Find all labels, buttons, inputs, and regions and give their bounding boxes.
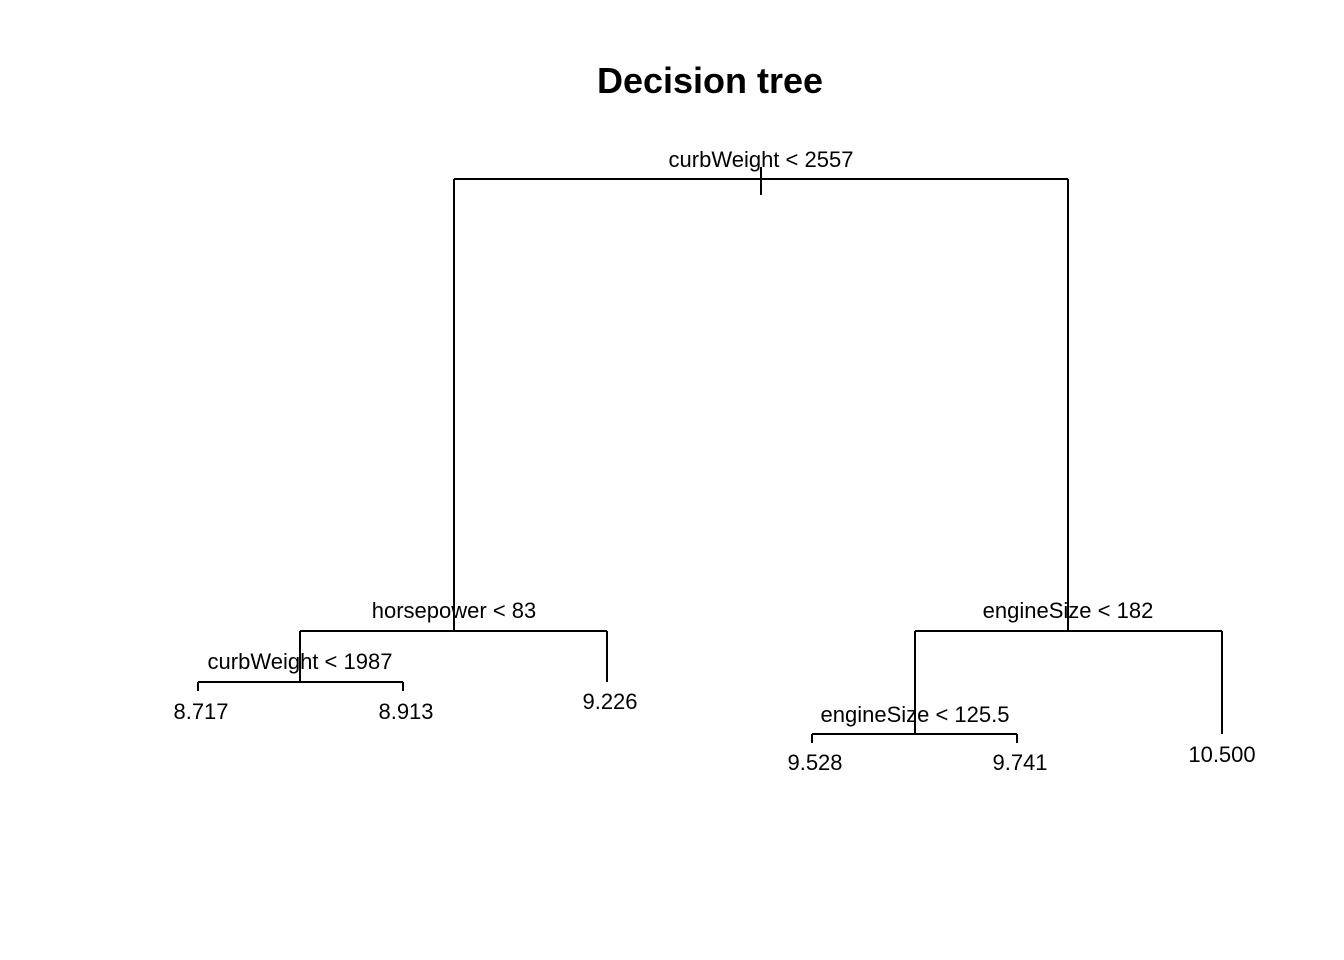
leaf-label-2: 8.913 [378, 699, 433, 724]
leaf-label-6: 10.500 [1188, 742, 1255, 767]
split-label-curbweight-1987: curbWeight < 1987 [208, 649, 393, 674]
chart-title: Decision tree [597, 60, 823, 101]
leaf-label-5: 9.741 [992, 750, 1047, 775]
leaf-label-4: 9.528 [787, 750, 842, 775]
split-label-horsepower: horsepower < 83 [372, 598, 537, 623]
leaf-label-1: 8.717 [173, 699, 228, 724]
leaf-label-3: 9.226 [582, 689, 637, 714]
split-label-enginesize-182: engineSize < 182 [983, 598, 1154, 623]
split-label-root: curbWeight < 2557 [669, 147, 854, 172]
split-label-enginesize-125: engineSize < 125.5 [821, 702, 1010, 727]
